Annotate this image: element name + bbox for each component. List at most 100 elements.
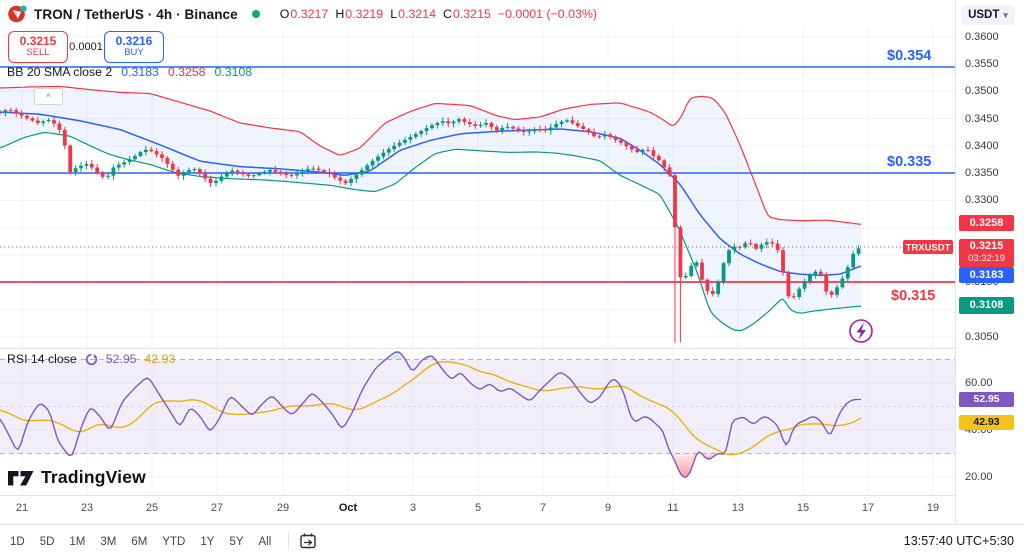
time-axis-label: 3 xyxy=(409,502,417,514)
rsi-indicator-legend[interactable]: RSI 14 close 52.95 42.93 xyxy=(7,352,175,366)
change-value: −0.0001 (−0.03%) xyxy=(497,7,598,21)
rsi-ma-value: 42.93 xyxy=(144,352,176,366)
bb-legend-title: BB 20 SMA close 2 xyxy=(7,65,113,79)
range-button-1y[interactable]: 1Y xyxy=(200,535,215,548)
buy-label: BUY xyxy=(124,47,144,59)
rsi-value: 52.95 xyxy=(105,352,137,366)
time-axis-label: 13 xyxy=(731,502,745,514)
price-axis-label: 0.3500 xyxy=(965,85,999,97)
rsi-plot xyxy=(0,351,955,478)
spread-value: 0.0001 xyxy=(69,41,103,53)
close-label: C xyxy=(443,7,452,21)
bb-upper-value: 0.3258 xyxy=(167,65,206,79)
chevron-down-icon: ▾ xyxy=(1003,9,1008,20)
symbol-tag-chip xyxy=(903,240,953,254)
range-button-6m[interactable]: 6M xyxy=(131,535,148,548)
calendar-icon xyxy=(300,533,316,548)
range-button-1m[interactable]: 1M xyxy=(69,535,86,548)
toolbar-divider xyxy=(288,531,290,550)
refresh-icon[interactable] xyxy=(85,352,98,366)
rsi-axis-label: 60.00 xyxy=(965,377,993,389)
price-axis-label: 0.3050 xyxy=(965,331,999,343)
quick-trade-button[interactable] xyxy=(849,319,873,343)
time-axis-label: 15 xyxy=(796,502,810,514)
bottom-toolbar: 1D 5D 1M 3M 6M YTD 1Y 5Y All 13:57:40 UTC+5:30 xyxy=(0,524,1024,556)
bb-mid-value: 0.3183 xyxy=(121,65,159,79)
order-panel: 0.3215 SELL 0.0001 0.3216 BUY xyxy=(8,31,164,63)
rsi-line xyxy=(0,351,861,478)
time-axis-label: 25 xyxy=(145,502,159,514)
bb-mid-line xyxy=(0,111,862,276)
price-axis-label: 0.3400 xyxy=(965,140,999,152)
last-price-badge: 0.3215 03:32:19 xyxy=(959,239,1014,267)
level-label-0335: $0.335 xyxy=(887,154,931,170)
tron-logo-icon[interactable] xyxy=(8,5,27,23)
bb-indicator-legend[interactable]: BB 20 SMA close 2 0.3183 0.3258 0.3108 xyxy=(7,65,252,79)
sell-price: 0.3215 xyxy=(19,33,57,48)
rsi-band-fill xyxy=(0,359,955,454)
bb-upper-price-badge: 0.3258 xyxy=(959,215,1014,231)
chevron-up-icon: ^ xyxy=(46,91,51,102)
sell-label: SELL xyxy=(26,47,50,59)
high-label: H xyxy=(335,7,345,21)
price-axis[interactable]: USDT ▾ 0.3600 0.3550 0.3500 0.3450 0.3400 0.3… xyxy=(955,0,1024,524)
range-button-5y[interactable]: 5Y xyxy=(229,535,244,548)
time-axis-label: 17 xyxy=(861,502,875,514)
time-axis-label: 19 xyxy=(926,502,940,514)
symbol-tag-label: TRXUSDT xyxy=(906,243,951,254)
bb-lower-value: 0.3108 xyxy=(214,65,253,79)
rsi-ma-line xyxy=(0,361,862,456)
price-axis-label: 0.3300 xyxy=(965,194,999,206)
rsi-axis-label: 20.00 xyxy=(965,471,993,483)
time-axis-label: Oct xyxy=(338,502,358,514)
rsi-ma-badge: 42.93 xyxy=(959,415,1014,430)
high-value: 0.3219 xyxy=(345,7,384,21)
range-button-1d[interactable]: 1D xyxy=(10,535,25,548)
chart-canvas[interactable]: $0.354 $0.335 $0.315 TRXUSDT xyxy=(0,0,955,495)
symbol-header: TRON / TetherUS · 4h · Binance O 0.3217 H… xyxy=(8,0,597,28)
last-price-line: TRXUSDT xyxy=(0,240,955,254)
symbol-title[interactable]: TRON / TetherUS · 4h · Binance xyxy=(34,6,238,22)
low-label: L xyxy=(390,7,398,21)
level-label-0315: $0.315 xyxy=(891,288,935,304)
market-status-icon[interactable] xyxy=(251,10,260,18)
time-axis-label: 21 xyxy=(15,502,29,514)
open-value: 0.3217 xyxy=(290,7,329,21)
pane-collapse-button[interactable]: ^ xyxy=(34,88,63,105)
candlesticks xyxy=(0,107,861,343)
low-value: 0.3214 xyxy=(398,7,436,21)
bar-countdown: 03:32:19 xyxy=(968,253,1005,264)
ohlc-values: O 0.3217 H 0.3219 L 0.3214 C 0.3215 −0.0001 … xyxy=(273,7,597,21)
rsi-value-badge: 52.95 xyxy=(959,392,1014,407)
last-price-value: 0.3215 xyxy=(969,240,1004,252)
time-axis-label: 29 xyxy=(276,502,290,514)
time-axis-label: 5 xyxy=(474,502,482,514)
time-axis-label: 11 xyxy=(667,502,679,514)
tradingview-watermark: TradingView xyxy=(8,467,146,488)
close-value: 0.3215 xyxy=(452,7,491,21)
time-axis-label: 7 xyxy=(539,502,547,514)
go-to-date-button[interactable] xyxy=(299,532,317,550)
time-axis-label: 23 xyxy=(80,502,94,514)
buy-button[interactable]: 0.3216 BUY xyxy=(104,31,164,63)
price-axis-label: 0.3550 xyxy=(965,58,999,70)
horizontal-levels: $0.354 $0.335 $0.315 xyxy=(0,48,955,304)
range-button-all[interactable]: All xyxy=(258,535,272,548)
time-axis-label: 27 xyxy=(210,502,224,514)
clock-timezone[interactable]: 13:57:40 UTC+5:30 xyxy=(903,533,1014,548)
sell-button[interactable]: 0.3215 SELL xyxy=(8,31,68,63)
bb-upper-line xyxy=(0,85,862,225)
currency-selector[interactable]: USDT ▾ xyxy=(961,5,1015,25)
rsi-legend-title: RSI 14 close xyxy=(7,352,77,366)
range-button-5d[interactable]: 5D xyxy=(39,535,55,548)
bollinger-bands xyxy=(0,85,862,332)
range-button-ytd[interactable]: YTD xyxy=(162,535,186,548)
bb-lower-price-badge: 0.3108 xyxy=(959,297,1014,314)
price-axis-label: 0.3350 xyxy=(965,167,999,179)
open-label: O xyxy=(279,7,290,21)
price-axis-label: 0.3600 xyxy=(965,31,999,43)
bb-mid-price-badge: 0.3183 xyxy=(959,267,1014,283)
range-button-3m[interactable]: 3M xyxy=(100,535,117,548)
